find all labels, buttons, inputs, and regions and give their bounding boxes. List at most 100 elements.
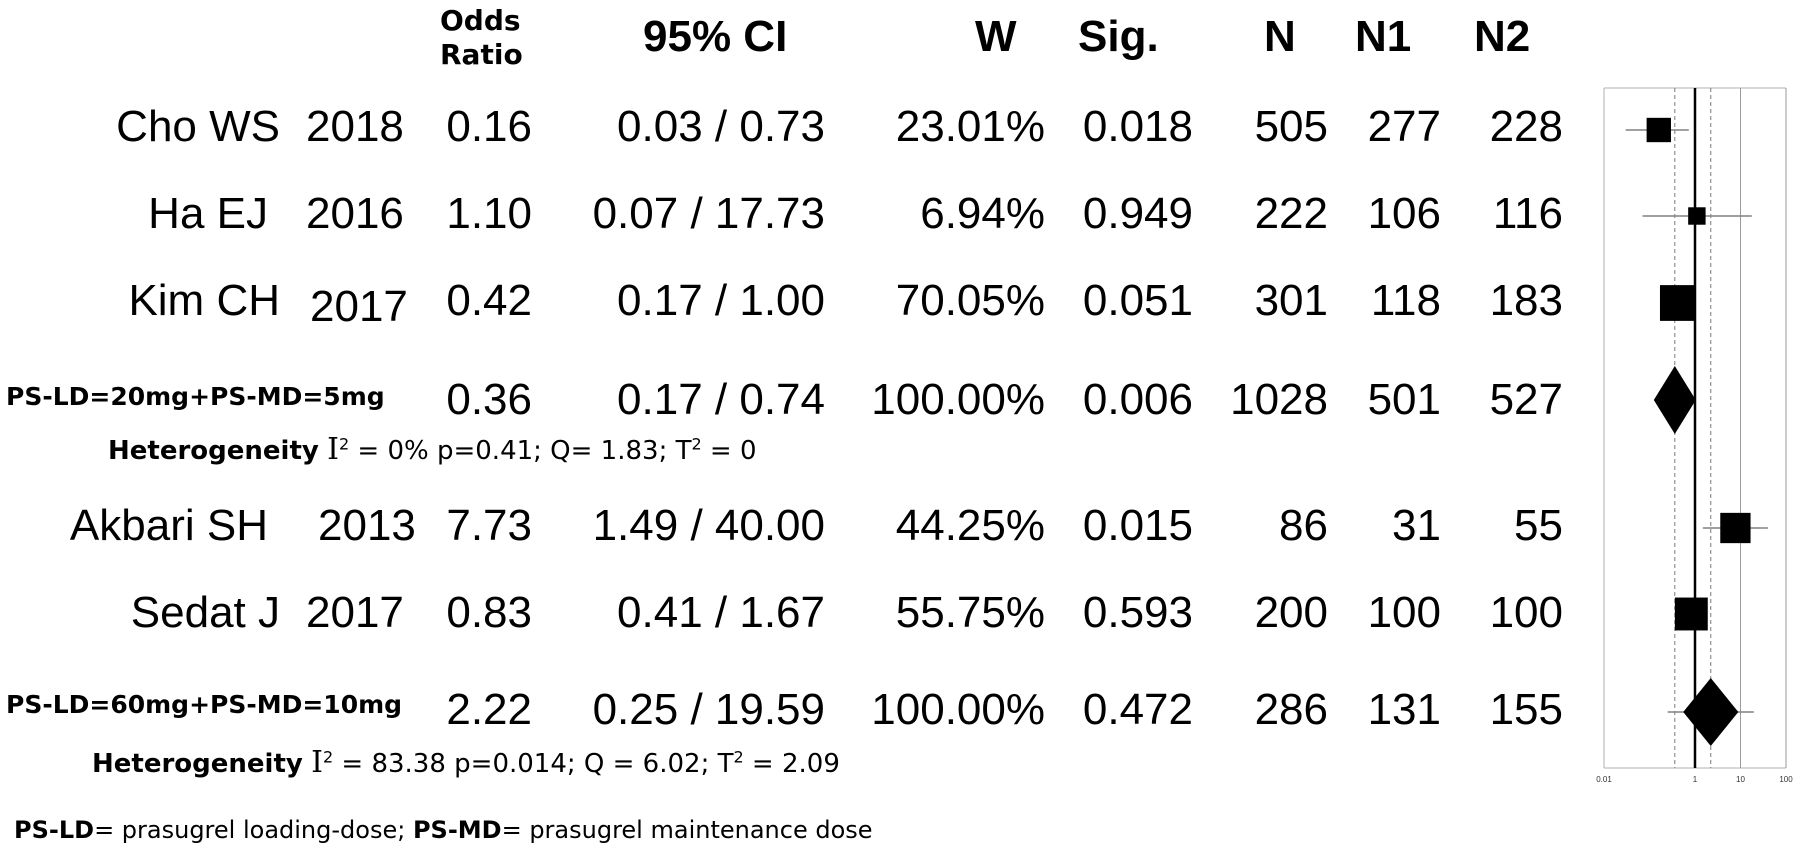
n2-value: 55 bbox=[1514, 501, 1563, 550]
n1-value: 100 bbox=[1367, 588, 1441, 637]
pooled-diamond bbox=[1653, 366, 1696, 434]
x-tick-label: 0.01 bbox=[1596, 775, 1612, 784]
x-tick-label: 10 bbox=[1736, 775, 1745, 784]
sig-value: 0.051 bbox=[1082, 276, 1193, 325]
weight-value: 100.00% bbox=[871, 375, 1045, 424]
study-marker bbox=[1659, 285, 1696, 321]
footnote-text-2: = prasugrel maintenance dose bbox=[501, 816, 873, 844]
sig-value: 0.949 bbox=[1082, 189, 1193, 238]
header-odds-label: Odds bbox=[440, 4, 521, 37]
header-n1: N1 bbox=[1355, 12, 1412, 61]
ci-value: 0.07 / 17.73 bbox=[592, 189, 825, 238]
i-squared-symbol: I bbox=[327, 432, 339, 467]
odds-ratio-value: 2.22 bbox=[446, 685, 532, 734]
n-value: 1028 bbox=[1230, 375, 1328, 424]
study-year: 2017 bbox=[306, 588, 404, 637]
header-weight: W bbox=[975, 12, 1017, 61]
odds-ratio-value: 0.42 bbox=[446, 276, 532, 325]
n-value: 222 bbox=[1254, 189, 1328, 238]
ci-value: 0.25 / 19.59 bbox=[592, 685, 825, 734]
heterogeneity-tau: = 2.09 bbox=[743, 749, 840, 779]
odds-ratio-value: 0.36 bbox=[446, 375, 532, 424]
n1-value: 131 bbox=[1367, 685, 1441, 734]
header-n2: N2 bbox=[1474, 12, 1531, 61]
n-value: 200 bbox=[1254, 588, 1328, 637]
header-odds-ratio: Odds Ratio bbox=[440, 4, 523, 72]
heterogeneity-label: Heterogeneity bbox=[92, 749, 303, 779]
x-tick-label: 100 bbox=[1779, 775, 1793, 784]
subtotal-label: PS-LD=20mg+PS-MD=5mg bbox=[6, 382, 385, 411]
n-value: 505 bbox=[1254, 102, 1328, 151]
footnote: PS-LD= prasugrel loading-dose; PS-MD= pr… bbox=[14, 816, 873, 844]
ci-value: 0.17 / 1.00 bbox=[617, 276, 825, 325]
study-year: 2016 bbox=[306, 189, 404, 238]
sig-value: 0.472 bbox=[1082, 685, 1193, 734]
n2-value: 183 bbox=[1489, 276, 1563, 325]
odds-ratio-value: 1.10 bbox=[446, 189, 532, 238]
odds-ratio-value: 0.16 bbox=[446, 102, 532, 151]
study-marker bbox=[1720, 512, 1751, 544]
odds-ratio-value: 0.83 bbox=[446, 588, 532, 637]
header-ratio-label: Ratio bbox=[440, 38, 523, 71]
header-ci: 95% CI bbox=[643, 12, 788, 61]
study-year: 2017 bbox=[310, 282, 408, 331]
ci-value: 1.49 / 40.00 bbox=[592, 501, 825, 550]
study-name: Akbari SH bbox=[69, 501, 268, 550]
n2-value: 100 bbox=[1489, 588, 1563, 637]
footnote-abbrev-2: PS-MD bbox=[412, 816, 502, 844]
n2-value: 527 bbox=[1489, 375, 1563, 424]
ci-value: 0.17 / 0.74 bbox=[617, 375, 825, 424]
sig-value: 0.006 bbox=[1082, 375, 1193, 424]
sig-value: 0.018 bbox=[1082, 102, 1193, 151]
study-year: 2013 bbox=[318, 501, 416, 550]
i-squared-superscript: 2 bbox=[338, 434, 350, 454]
n1-value: 106 bbox=[1367, 189, 1441, 238]
header-sig: Sig. bbox=[1078, 12, 1159, 61]
weight-value: 55.75% bbox=[895, 588, 1045, 637]
n2-value: 155 bbox=[1489, 685, 1563, 734]
study-marker bbox=[1688, 207, 1706, 225]
n1-value: 277 bbox=[1367, 102, 1441, 151]
weight-value: 23.01% bbox=[895, 102, 1045, 151]
study-name: Kim CH bbox=[128, 276, 280, 325]
heterogeneity-line: Heterogeneity I2 = 0% p=0.41; Q= 1.83; T… bbox=[108, 432, 757, 467]
study-name: Sedat J bbox=[130, 588, 280, 637]
tau-squared-superscript: 2 bbox=[733, 747, 744, 767]
n1-value: 501 bbox=[1367, 375, 1441, 424]
n1-value: 31 bbox=[1392, 501, 1441, 550]
heterogeneity-line: Heterogeneity I2 = 83.38 p=0.014; Q = 6.… bbox=[92, 745, 840, 780]
i-squared-symbol: I bbox=[311, 745, 323, 780]
footnote-abbrev-1: PS-LD bbox=[14, 816, 95, 844]
heterogeneity-tau: = 0 bbox=[701, 436, 757, 466]
study-year: 2018 bbox=[306, 102, 404, 151]
n2-value: 228 bbox=[1489, 102, 1563, 151]
study-marker bbox=[1646, 117, 1671, 143]
study-name: Ha EJ bbox=[148, 189, 268, 238]
ci-value: 0.41 / 1.67 bbox=[617, 588, 825, 637]
weight-value: 70.05% bbox=[895, 276, 1045, 325]
study-marker bbox=[1674, 597, 1708, 631]
i-squared-superscript: 2 bbox=[322, 747, 334, 767]
n2-value: 116 bbox=[1492, 189, 1563, 238]
n-value: 301 bbox=[1254, 276, 1328, 325]
x-tick-label: 1 bbox=[1693, 775, 1698, 784]
sig-value: 0.015 bbox=[1082, 501, 1193, 550]
heterogeneity-label: Heterogeneity bbox=[108, 436, 319, 466]
footnote-text-1: = prasugrel loading-dose; bbox=[94, 816, 413, 844]
sig-value: 0.593 bbox=[1082, 588, 1193, 637]
weight-value: 100.00% bbox=[871, 685, 1045, 734]
weight-value: 44.25% bbox=[895, 501, 1045, 550]
tau-squared-superscript: 2 bbox=[691, 434, 702, 454]
study-name: Cho WS bbox=[116, 102, 280, 151]
ci-value: 0.03 / 0.73 bbox=[617, 102, 825, 151]
subtotal-label: PS-LD=60mg+PS-MD=10mg bbox=[6, 690, 403, 719]
n1-value: 118 bbox=[1370, 276, 1441, 325]
n-value: 86 bbox=[1279, 501, 1328, 550]
heterogeneity-stats: = 0% p=0.41; Q= 1.83; T bbox=[349, 436, 692, 466]
heterogeneity-stats: = 83.38 p=0.014; Q = 6.02; T bbox=[333, 749, 734, 779]
pooled-diamond bbox=[1683, 678, 1739, 746]
odds-ratio-value: 7.73 bbox=[446, 501, 532, 550]
n-value: 286 bbox=[1254, 685, 1328, 734]
header-n: N bbox=[1264, 12, 1296, 61]
